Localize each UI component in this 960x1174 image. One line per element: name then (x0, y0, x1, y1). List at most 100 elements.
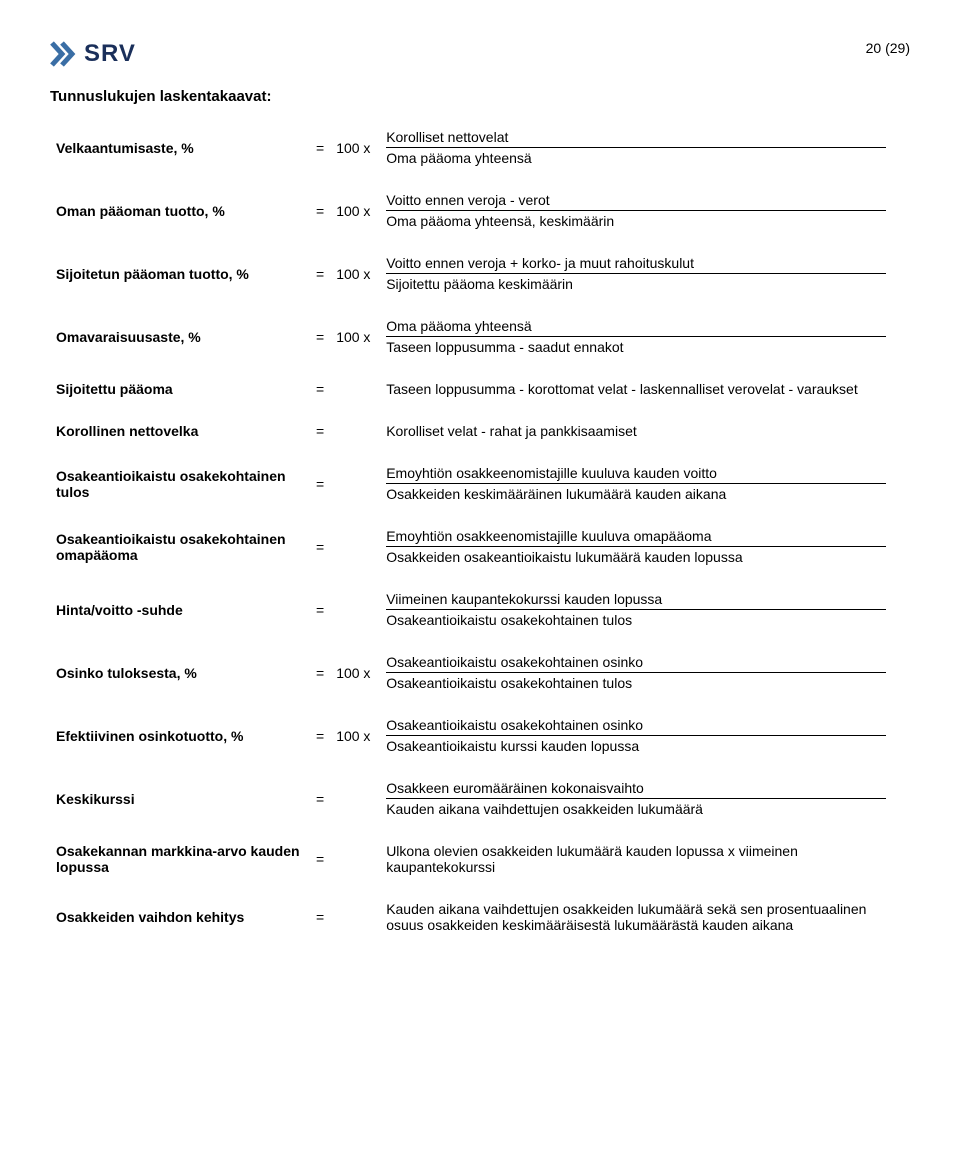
formula-expression: Osakeantioikaistu osakekohtainen osinkoO… (380, 713, 910, 758)
multiplier (330, 461, 380, 506)
formula-numerator: Korolliset nettovelat (386, 129, 886, 148)
formula-label: Omavaraisuusaste, % (50, 314, 310, 359)
formula-row: Osinko tuloksesta, %=100 xOsakeantioikai… (50, 650, 910, 695)
formula-numerator: Osakeantioikaistu osakekohtainen osinko (386, 654, 886, 673)
formula-denominator: Sijoitettu pääoma keskimäärin (386, 274, 886, 292)
formula-label: Velkaantumisaste, % (50, 125, 310, 170)
equals-sign: = (310, 776, 330, 821)
formula-fraction: Oma pääoma yhteensäTaseen loppusumma - s… (386, 318, 886, 355)
equals-sign: = (310, 251, 330, 296)
multiplier: 100 x (330, 650, 380, 695)
formula-expression: Osakeantioikaistu osakekohtainen osinkoO… (380, 650, 910, 695)
formula-fraction: Emoyhtiön osakkeenomistajille kuuluva om… (386, 528, 886, 565)
formula-label: Osakeantioikaistu osakekohtainen omapääo… (50, 524, 310, 569)
page-header: SRV 20 (29) (50, 40, 910, 68)
multiplier (330, 524, 380, 569)
formula-expression: Korolliset velat - rahat ja pankkisaamis… (380, 419, 910, 443)
formula-expression: Oma pääoma yhteensäTaseen loppusumma - s… (380, 314, 910, 359)
equals-sign: = (310, 188, 330, 233)
multiplier (330, 377, 380, 401)
formula-row: Osakeantioikaistu osakekohtainen omapääo… (50, 524, 910, 569)
equals-sign: = (310, 650, 330, 695)
spacer-row (50, 443, 910, 461)
formula-numerator: Viimeinen kaupantekokurssi kauden lopuss… (386, 591, 886, 610)
formula-row: Osakkeiden vaihdon kehitys=Kauden aikana… (50, 897, 910, 937)
spacer-row (50, 937, 910, 955)
formula-row: Velkaantumisaste, %=100 xKorolliset nett… (50, 125, 910, 170)
formula-label: Keskikurssi (50, 776, 310, 821)
formula-fraction: Osakeantioikaistu osakekohtainen osinkoO… (386, 717, 886, 754)
multiplier (330, 587, 380, 632)
formula-label: Osakkeiden vaihdon kehitys (50, 897, 310, 937)
formula-row: Osakeantioikaistu osakekohtainen tulos= E… (50, 461, 910, 506)
formula-denominator: Osakkeiden keskimääräinen lukumäärä kaud… (386, 484, 886, 502)
spacer-row (50, 879, 910, 897)
multiplier (330, 897, 380, 937)
formula-row: Hinta/voitto -suhde= Viimeinen kaupanteko… (50, 587, 910, 632)
formula-label: Hinta/voitto -suhde (50, 587, 310, 632)
formula-expression: Viimeinen kaupantekokurssi kauden lopuss… (380, 587, 910, 632)
multiplier: 100 x (330, 188, 380, 233)
formula-fraction: Viimeinen kaupantekokurssi kauden lopuss… (386, 591, 886, 628)
formula-label: Osakekannan markkina-arvo kauden lopussa (50, 839, 310, 879)
formula-numerator: Oma pääoma yhteensä (386, 318, 886, 337)
formula-label: Korollinen nettovelka (50, 419, 310, 443)
formula-single: Taseen loppusumma - korottomat velat - l… (386, 381, 886, 397)
equals-sign: = (310, 839, 330, 879)
formula-row: Sijoitetun pääoman tuotto, %=100 x Voitto… (50, 251, 910, 296)
formula-denominator: Osakeantioikaistu kurssi kauden lopussa (386, 736, 886, 754)
spacer-row (50, 401, 910, 419)
formula-fraction: Emoyhtiön osakkeenomistajille kuuluva ka… (386, 465, 886, 502)
formula-table: Velkaantumisaste, %=100 xKorolliset nett… (50, 125, 910, 955)
logo-text: SRV (84, 40, 136, 68)
multiplier (330, 419, 380, 443)
multiplier: 100 x (330, 713, 380, 758)
equals-sign: = (310, 587, 330, 632)
formula-expression: Emoyhtiön osakkeenomistajille kuuluva om… (380, 524, 910, 569)
formula-numerator: Voitto ennen veroja - verot (386, 192, 886, 211)
formula-row: Efektiivinen osinkotuotto, %=100 xOsakea… (50, 713, 910, 758)
formula-row: Osakekannan markkina-arvo kauden lopussa… (50, 839, 910, 879)
multiplier: 100 x (330, 125, 380, 170)
formula-denominator: Osakkeiden osakeantioikaistu lukumäärä k… (386, 547, 886, 565)
formula-fraction: Voitto ennen veroja + korko- ja muut rah… (386, 255, 886, 292)
spacer-row (50, 506, 910, 524)
formula-label: Sijoitetun pääoman tuotto, % (50, 251, 310, 296)
formula-expression: Voitto ennen veroja + korko- ja muut rah… (380, 251, 910, 296)
spacer-row (50, 821, 910, 839)
spacer-row (50, 170, 910, 188)
formula-numerator: Voitto ennen veroja + korko- ja muut rah… (386, 255, 886, 274)
spacer-row (50, 233, 910, 251)
formula-row: Sijoitettu pääoma=Taseen loppusumma - ko… (50, 377, 910, 401)
formula-fraction: Korolliset nettovelatOma pääoma yhteensä (386, 129, 886, 166)
formula-denominator: Osakeantioikaistu osakekohtainen tulos (386, 673, 886, 691)
spacer-row (50, 695, 910, 713)
multiplier: 100 x (330, 251, 380, 296)
spacer-row (50, 569, 910, 587)
formula-label: Osakeantioikaistu osakekohtainen tulos (50, 461, 310, 506)
multiplier: 100 x (330, 314, 380, 359)
formula-denominator: Taseen loppusumma - saadut ennakot (386, 337, 886, 355)
formula-row: Omavaraisuusaste, %=100 xOma pääoma yhte… (50, 314, 910, 359)
formula-expression: Ulkona olevien osakkeiden lukumäärä kaud… (380, 839, 910, 879)
spacer-row (50, 632, 910, 650)
equals-sign: = (310, 461, 330, 506)
equals-sign: = (310, 125, 330, 170)
spacer-row (50, 359, 910, 377)
formula-single: Korolliset velat - rahat ja pankkisaamis… (386, 423, 886, 439)
formula-numerator: Osakeantioikaistu osakekohtainen osinko (386, 717, 886, 736)
formula-expression: Kauden aikana vaihdettujen osakkeiden lu… (380, 897, 910, 937)
formula-numerator: Emoyhtiön osakkeenomistajille kuuluva ka… (386, 465, 886, 484)
formula-row: Korollinen nettovelka=Korolliset velat -… (50, 419, 910, 443)
formula-fraction: Voitto ennen veroja - verotOma pääoma yh… (386, 192, 886, 229)
formula-expression: Taseen loppusumma - korottomat velat - l… (380, 377, 910, 401)
equals-sign: = (310, 713, 330, 758)
formula-denominator: Osakeantioikaistu osakekohtainen tulos (386, 610, 886, 628)
formula-label: Oman pääoman tuotto, % (50, 188, 310, 233)
logo-chevrons-icon (50, 41, 78, 67)
formula-expression: Emoyhtiön osakkeenomistajille kuuluva ka… (380, 461, 910, 506)
formula-numerator: Emoyhtiön osakkeenomistajille kuuluva om… (386, 528, 886, 547)
equals-sign: = (310, 524, 330, 569)
logo: SRV (50, 40, 136, 68)
formula-row: Keskikurssi=Osakkeen euromääräinen kokon… (50, 776, 910, 821)
